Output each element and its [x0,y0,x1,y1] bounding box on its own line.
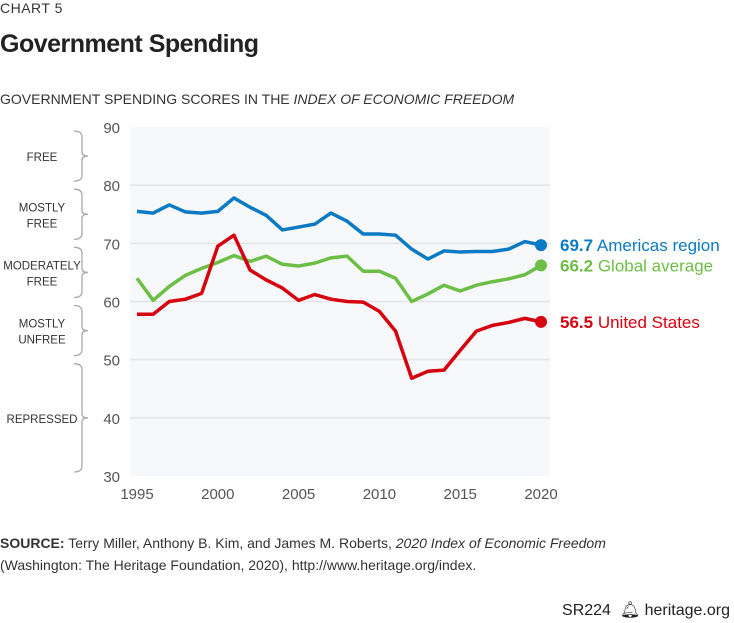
series-line [135,253,542,304]
band-brace [73,130,89,182]
y-tick-label: 70 [103,236,120,253]
x-tick-label: 2010 [363,486,396,503]
series-line [137,233,542,381]
series-name: Global average [593,256,713,275]
site-name: heritage.org [644,602,730,619]
band-brace [73,363,89,473]
series-end-marker [535,239,547,252]
source-text: Terry Miller, Anthony B. Kim, and James … [64,535,396,551]
source-note: SOURCE: Terry Miller, Anthony B. Kim, an… [0,532,606,576]
chart-title: Government Spending [0,30,259,58]
band-label: UNFREE [18,335,66,347]
series-end-marker [535,315,547,328]
source-italic: 2020 Index of Economic Freedom [395,535,606,551]
band-label: FREE [27,218,58,230]
x-tick-label: 2015 [444,486,477,503]
x-tick-label: 1995 [120,486,153,503]
band-label: MOSTLY [19,202,66,214]
band-brace [73,246,89,299]
series-end-value: 66.2 [560,256,593,275]
bell-icon: 🔔︎ [619,602,641,619]
x-tick-label: 2000 [201,486,234,503]
series-label: 66.2 Global average [560,256,713,275]
y-tick-label: 80 [103,178,120,195]
series-end-value: 56.5 [560,313,593,332]
chart-number: CHART 5 [0,0,63,16]
series-name: United States [593,313,700,332]
y-tick-label: 40 [103,411,120,428]
subtitle-italic: INDEX OF ECONOMIC FREEDOM [293,91,515,107]
y-tick-label: 30 [103,469,120,486]
source-label: SOURCE: [0,535,65,551]
subtitle-text: GOVERNMENT SPENDING SCORES IN THE [0,91,294,107]
band-brace [73,188,89,240]
band-label: FREE [27,152,58,164]
series-line [136,196,542,261]
band-label: MODERATELY [3,260,81,272]
source-text-2: (Washington: The Heritage Foundation, 20… [0,557,477,573]
band-label: MOSTLY [19,319,66,331]
series-label: 69.7 Americas region [560,236,720,255]
band-label: FREE [27,276,58,288]
series-end-value: 69.7 [560,236,593,255]
line-chart: 30 40 50 60 70 80 90 1995 2000 2005 2010 2015 2020 FR… [3,120,720,503]
report-code: SR224 [562,602,611,619]
footer: SR224 🔔︎ heritage.org [562,600,730,620]
series-end-marker [535,259,547,272]
x-tick-label: 2005 [282,486,315,503]
band-label: REPRESSED [7,414,78,426]
series-name: Americas region [593,236,720,255]
chart-subtitle: GOVERNMENT SPENDING SCORES IN THE INDEX … [0,91,514,107]
y-tick-label: 50 [103,353,120,370]
y-tick-label: 60 [103,295,120,312]
y-tick-label: 90 [103,120,120,137]
x-tick-label: 2020 [524,486,557,503]
band-brace [73,304,89,357]
series-label: 56.5 United States [560,313,700,332]
